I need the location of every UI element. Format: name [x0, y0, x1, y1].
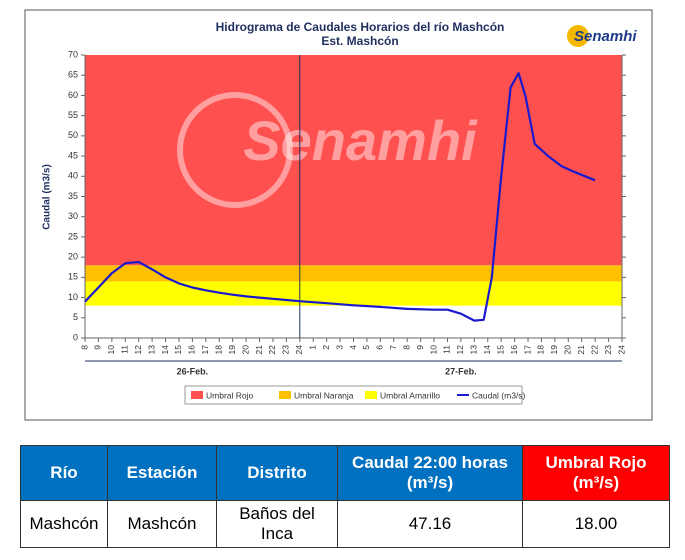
x-tick-label: 11	[120, 345, 130, 354]
x-tick-label: 23	[603, 345, 613, 355]
logo: Senamhi	[567, 25, 637, 47]
legend-swatch	[279, 391, 291, 399]
x-tick-label: 13	[469, 345, 479, 355]
x-tick-label: 12	[133, 345, 143, 355]
x-tick-label: 21	[576, 345, 586, 355]
chart-subtitle: Est. Mashcón	[321, 34, 398, 48]
x-tick-label: 23	[281, 345, 291, 355]
x-tick-label: 14	[482, 345, 492, 355]
x-tick-label: 15	[495, 345, 505, 355]
y-axis-label: Caudal (m3/s)	[42, 164, 53, 230]
series-line	[84, 72, 596, 322]
y-tick-label: 5	[73, 312, 78, 322]
x-tick-label: 1	[307, 345, 317, 350]
x-tick-label: 16	[509, 345, 519, 355]
day-label: 26-Feb.	[177, 366, 209, 376]
cell: Mashcón	[20, 500, 108, 548]
y-tick-label: 10	[68, 292, 78, 302]
legend-swatch	[365, 391, 377, 399]
x-tick-label: 2	[321, 345, 331, 350]
cell: Baños del Inca	[216, 500, 338, 548]
y-tick-label: 55	[68, 110, 78, 120]
x-tick-label: 22	[589, 345, 599, 355]
header-line: Caudal 22:00 horas	[352, 453, 508, 472]
data-table: Río Estación Distrito Caudal 22:00 horas…	[20, 445, 670, 548]
threshold-band	[85, 55, 622, 266]
x-tick-label: 18	[536, 345, 546, 355]
x-tick-label: 19	[549, 345, 559, 355]
y-tick-label: 40	[68, 171, 78, 181]
x-tick-label: 22	[267, 345, 277, 355]
x-tick-label: 18	[214, 345, 224, 355]
threshold-band	[85, 265, 622, 282]
chart-title: Hidrograma de Caudales Horarios del río …	[216, 20, 505, 34]
day-label: 27-Feb.	[445, 366, 477, 376]
x-tick-label: 10	[106, 345, 116, 355]
x-tick-label: 8	[401, 345, 411, 350]
x-tick-label: 9	[93, 345, 103, 350]
legend-box	[184, 385, 523, 405]
y-tick-label: 30	[68, 211, 78, 221]
x-tick-label: 15	[173, 345, 183, 355]
header-line: (m³/s)	[572, 473, 620, 492]
cell: Mashcón	[107, 500, 217, 548]
threshold-band	[85, 281, 622, 306]
x-tick-label: 24	[294, 345, 304, 355]
header-cell: Distrito	[216, 445, 338, 501]
x-tick-label: 11	[442, 345, 452, 354]
header-cell: Umbral Rojo (m³/s)	[522, 445, 670, 501]
header-line: Umbral Rojo	[545, 453, 647, 472]
x-tick-label: 4	[348, 345, 358, 350]
x-tick-label: 5	[361, 345, 371, 350]
x-tick-label: 17	[522, 345, 532, 355]
x-tick-label: 8	[79, 345, 89, 350]
watermark: Senamhi	[243, 109, 478, 172]
x-tick-label: 3	[334, 345, 344, 350]
logo-text: Senamhi	[574, 28, 637, 45]
table-header-row: Río Estación Distrito Caudal 22:00 horas…	[20, 445, 670, 501]
y-tick-label: 50	[68, 130, 78, 140]
x-tick-label: 16	[187, 345, 197, 355]
x-tick-label: 21	[254, 345, 264, 355]
x-tick-label: 20	[563, 345, 573, 355]
y-tick-label: 70	[68, 49, 78, 59]
y-tick-label: 60	[68, 90, 78, 100]
y-tick-label: 0	[73, 332, 78, 342]
y-tick-label: 25	[68, 231, 78, 241]
x-tick-label: 24	[616, 345, 626, 355]
cell: 47.16	[337, 500, 523, 548]
legend-label: Umbral Amarillo	[380, 390, 440, 400]
x-tick-label: 17	[200, 345, 210, 355]
legend-label: Umbral Naranja	[294, 390, 354, 400]
x-tick-label: 10	[428, 345, 438, 355]
x-tick-label: 7	[388, 345, 398, 350]
table-row: Mashcón Mashcón Baños del Inca 47.16 18.…	[20, 500, 670, 548]
header-cell: Estación	[107, 445, 217, 501]
header-cell: Caudal 22:00 horas (m³/s)	[337, 445, 523, 501]
y-tick-label: 65	[68, 70, 78, 80]
x-tick-label: 6	[375, 345, 385, 350]
x-tick-label: 19	[227, 345, 237, 355]
x-tick-label: 14	[160, 345, 170, 355]
y-tick-label: 20	[68, 252, 78, 262]
cell: 18.00	[522, 500, 670, 548]
y-tick-label: 35	[68, 191, 78, 201]
header-cell: Río	[20, 445, 108, 501]
watermark-sun	[177, 92, 293, 208]
y-tick-label: 45	[68, 150, 78, 160]
header-line: (m³/s)	[406, 473, 454, 492]
legend-label: Umbral Rojo	[206, 390, 254, 400]
x-tick-label: 20	[240, 345, 250, 355]
x-tick-label: 13	[146, 345, 156, 355]
legend-label: Caudal (m3/s)	[472, 390, 526, 400]
x-tick-label: 12	[455, 345, 465, 355]
legend-swatch	[191, 391, 203, 399]
chart: Hidrograma de Caudales Horarios del río …	[24, 9, 653, 421]
y-tick-label: 15	[68, 272, 78, 282]
x-tick-label: 9	[415, 345, 425, 350]
